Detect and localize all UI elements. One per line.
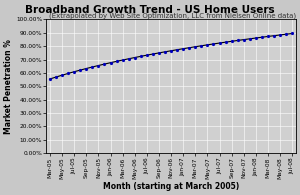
Text: (Extrapolated by Web Site Optimization, LLC from Nielsen Online data): (Extrapolated by Web Site Optimization, … bbox=[49, 13, 296, 20]
Y-axis label: Market Penetration %: Market Penetration % bbox=[4, 39, 13, 134]
Text: Broadband Growth Trend - US Home Users: Broadband Growth Trend - US Home Users bbox=[25, 5, 275, 15]
X-axis label: Month (starting at March 2005): Month (starting at March 2005) bbox=[103, 182, 239, 191]
